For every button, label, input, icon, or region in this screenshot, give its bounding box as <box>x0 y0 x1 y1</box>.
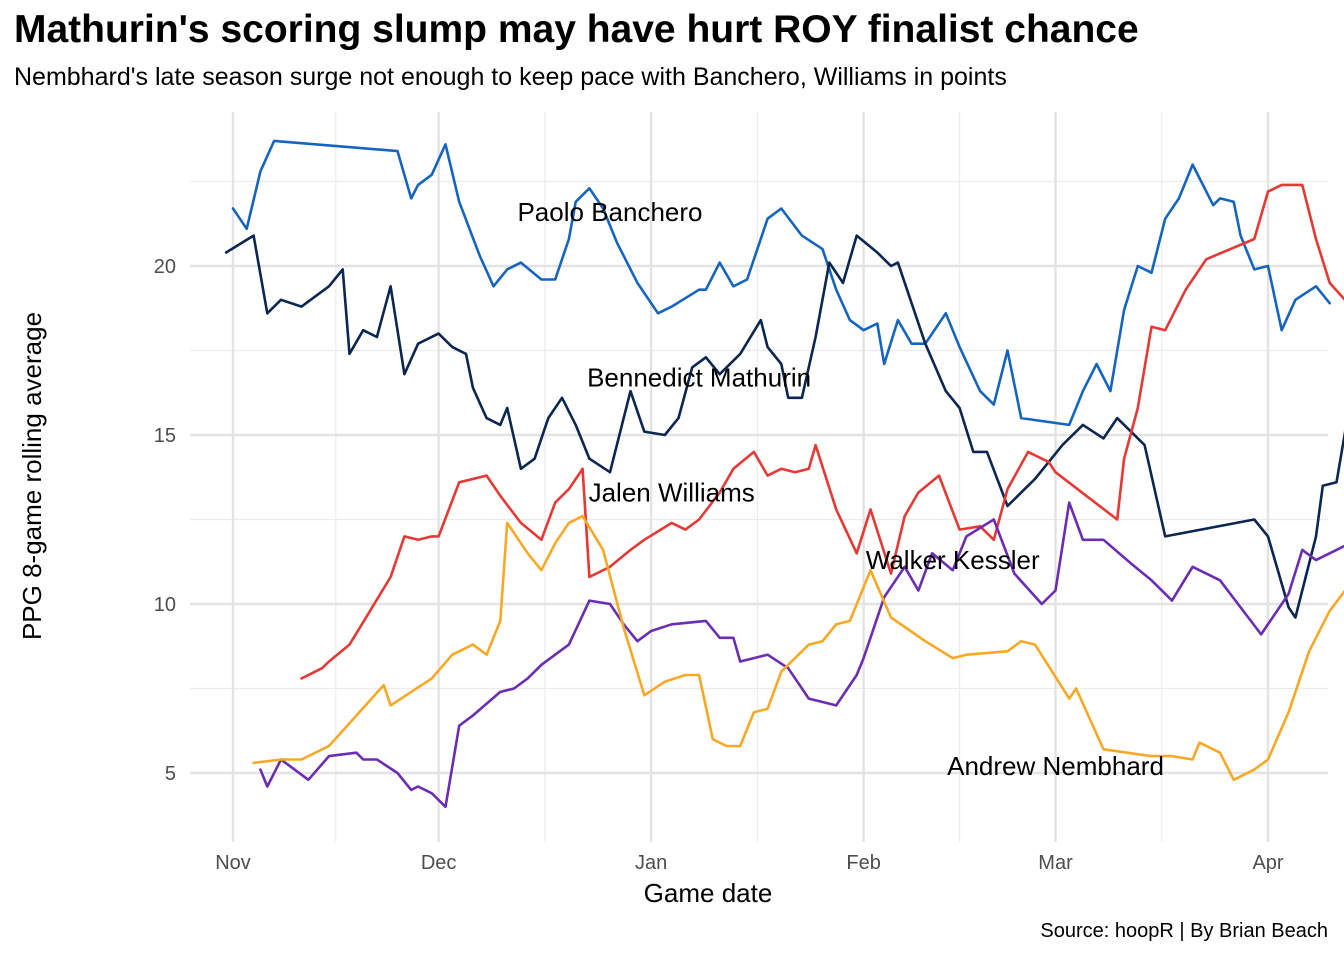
chart-subtitle: Nembhard's late season surge not enough … <box>14 63 1007 91</box>
series-labels: Paolo Banchero Bennedict Mathurin Jalen Wi… <box>517 197 1163 781</box>
series-line-jalen-williams <box>300 183 1344 680</box>
source-caption: Source: hoopR | By Brian Beach <box>1040 920 1328 942</box>
x-tick-label: Dec <box>421 852 457 874</box>
y-axis-ticks: 5 10 15 20 <box>154 256 176 785</box>
y-tick-label: 5 <box>165 763 176 785</box>
chart-title: Mathurin's scoring slump may have hurt R… <box>14 8 1139 51</box>
series-lines <box>224 139 1344 809</box>
series-label-walker-kessler: Walker Kessler <box>866 545 1040 575</box>
y-axis-title: PPG 8-game rolling average <box>17 312 47 640</box>
series-label-jalen-williams: Jalen Williams <box>589 477 755 507</box>
gridlines <box>190 112 1328 842</box>
series-line-andrew-nembhard <box>252 514 1344 782</box>
series-line-bennedict-mathurin <box>224 234 1344 619</box>
x-tick-label: Feb <box>846 852 880 874</box>
series-line-walker-kessler <box>259 501 1344 809</box>
x-tick-label: Nov <box>215 852 251 874</box>
series-line-paolo-banchero <box>231 139 1331 427</box>
x-axis-ticks: Nov Dec Jan Feb Mar Apr <box>215 852 1284 874</box>
y-tick-label: 20 <box>154 256 176 278</box>
y-tick-label: 10 <box>154 594 176 616</box>
series-label-paolo-banchero: Paolo Banchero <box>517 197 702 227</box>
x-tick-label: Mar <box>1038 852 1073 874</box>
series-label-bennedict-mathurin: Bennedict Mathurin <box>587 363 811 393</box>
x-tick-label: Jan <box>635 852 667 874</box>
x-axis-title: Game date <box>644 878 773 908</box>
y-tick-label: 15 <box>154 425 176 447</box>
series-label-andrew-nembhard: Andrew Nembhard <box>947 751 1164 781</box>
x-tick-label: Apr <box>1252 852 1283 874</box>
